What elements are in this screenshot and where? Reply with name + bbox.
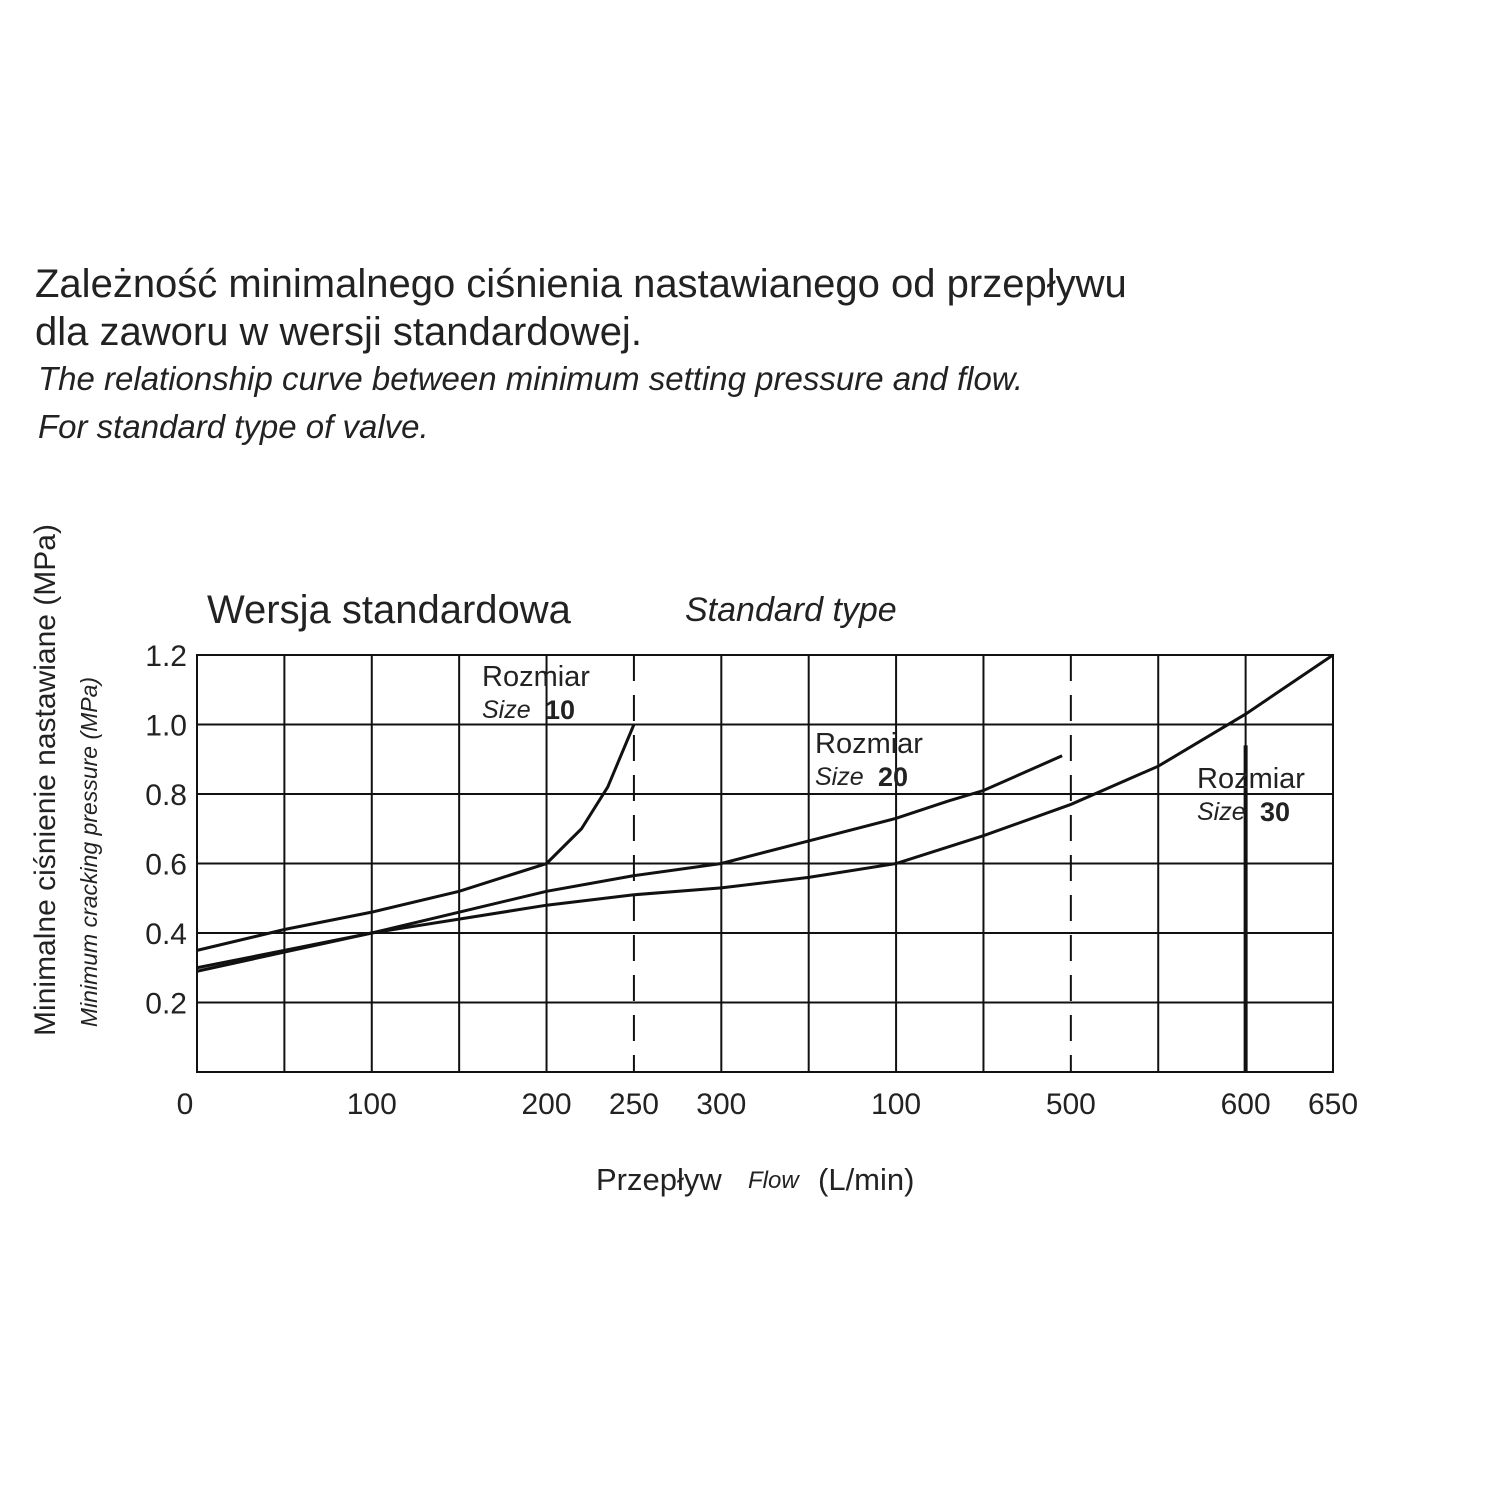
- y-axis-label: Minimum cracking pressure (MPa): [76, 677, 102, 1027]
- series-label: Rozmiar: [1197, 763, 1305, 795]
- chart-title: Wersja standardowa: [207, 588, 572, 632]
- title-line: Zależność minimalnego ciśnienia nastawia…: [35, 262, 1127, 306]
- x-tick-label: 0: [177, 1088, 194, 1121]
- x-tick-label: 100: [347, 1088, 397, 1121]
- x-tick-label: 200: [522, 1088, 572, 1121]
- series-label: Rozmiar: [482, 661, 590, 693]
- title-line: For standard type of valve.: [38, 408, 429, 445]
- y-tick-label: 1.2: [145, 640, 187, 673]
- y-axis-label: Minimalne ciśnienie nastawiane (MPa): [29, 524, 62, 1036]
- chart-subtitle: Standard type: [685, 591, 897, 629]
- y-tick-label: 0.2: [145, 988, 187, 1021]
- series-line: [196, 723, 636, 952]
- x-axis-label: Flow: [748, 1167, 800, 1194]
- series-label: Size: [482, 696, 531, 724]
- y-tick-label: 0.6: [145, 849, 187, 882]
- y-tick-label: 0.8: [145, 779, 187, 812]
- series-label: 10: [545, 695, 575, 725]
- series-label: Size: [815, 763, 864, 791]
- series-label: Size: [1197, 798, 1246, 826]
- x-tick-label: 500: [1046, 1088, 1096, 1121]
- y-tick-label: 0.4: [145, 918, 187, 951]
- y-tick-label: 1.0: [145, 710, 187, 743]
- series-line: [196, 754, 1063, 970]
- series-label: 20: [878, 762, 908, 792]
- title-line: dla zaworu w wersji standardowej.: [35, 310, 642, 354]
- x-tick-label: 250: [609, 1088, 659, 1121]
- x-tick-label: 600: [1221, 1088, 1271, 1121]
- series-line: [196, 653, 1334, 973]
- title-line: The relationship curve between minimum s…: [38, 360, 1023, 397]
- series-label: 30: [1260, 797, 1290, 827]
- plot-frame: [196, 654, 1334, 1073]
- x-tick-label: 100: [871, 1088, 921, 1121]
- x-axis-label: Przepływ: [596, 1162, 722, 1197]
- x-tick-label: 650: [1308, 1088, 1358, 1121]
- x-axis-label: (L/min): [818, 1162, 914, 1197]
- series-label: Rozmiar: [815, 728, 923, 760]
- x-tick-label: 300: [696, 1088, 746, 1121]
